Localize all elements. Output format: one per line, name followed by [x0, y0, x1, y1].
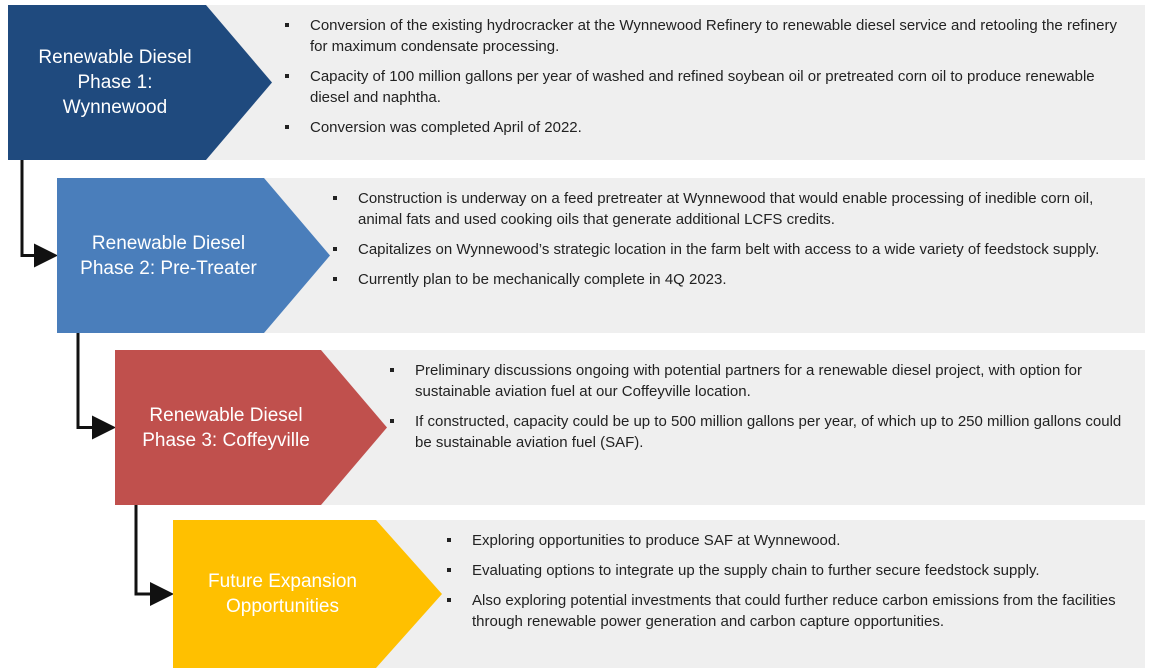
- chevron: [173, 520, 442, 668]
- phase-label: Renewable Diesel Phase 2: Pre-Treater: [80, 232, 257, 279]
- bullet: Currently plan to be mechanically comple…: [333, 269, 1135, 290]
- panel-background: [323, 520, 1145, 668]
- phase-label: Future Expansion Opportunities: [208, 571, 357, 617]
- chevron: [115, 350, 387, 505]
- bullet: Exploring opportunities to produce SAF a…: [447, 530, 1135, 551]
- chevron: [57, 178, 330, 333]
- bullet-list: Conversion of the existing hydrocracker …: [285, 15, 1135, 147]
- bullet-list: Exploring opportunities to produce SAF a…: [447, 530, 1135, 641]
- bullet: Construction is underway on a feed pretr…: [333, 188, 1135, 230]
- bullet: Conversion of the existing hydrocracker …: [285, 15, 1135, 57]
- bullet: Evaluating options to integrate up the s…: [447, 560, 1135, 581]
- bullet-list: Construction is underway on a feed pretr…: [333, 188, 1135, 299]
- bullet: Also exploring potential investments tha…: [447, 590, 1135, 632]
- chevron: [8, 5, 272, 160]
- bullet: Capitalizes on Wynnewood’s strategic loc…: [333, 239, 1135, 260]
- phase-label: Renewable Diesel Phase 3: Coffeyville: [142, 404, 310, 451]
- panel-background: [207, 178, 1145, 333]
- connector-arrow: [20, 160, 58, 268]
- phase-label: Renewable Diesel Phase 1: Wynnewood: [38, 47, 192, 118]
- panel-background: [158, 5, 1145, 160]
- bullet-list: Preliminary discussions ongoing with pot…: [390, 360, 1135, 462]
- bullet: Preliminary discussions ongoing with pot…: [390, 360, 1135, 402]
- bullet: If constructed, capacity could be up to …: [390, 411, 1135, 453]
- bullet: Conversion was completed April of 2022.: [285, 117, 1135, 138]
- connector-arrow: [76, 333, 116, 440]
- bullet: Capacity of 100 million gallons per year…: [285, 66, 1135, 108]
- panel-background: [265, 350, 1145, 505]
- connector-arrow: [134, 505, 174, 606]
